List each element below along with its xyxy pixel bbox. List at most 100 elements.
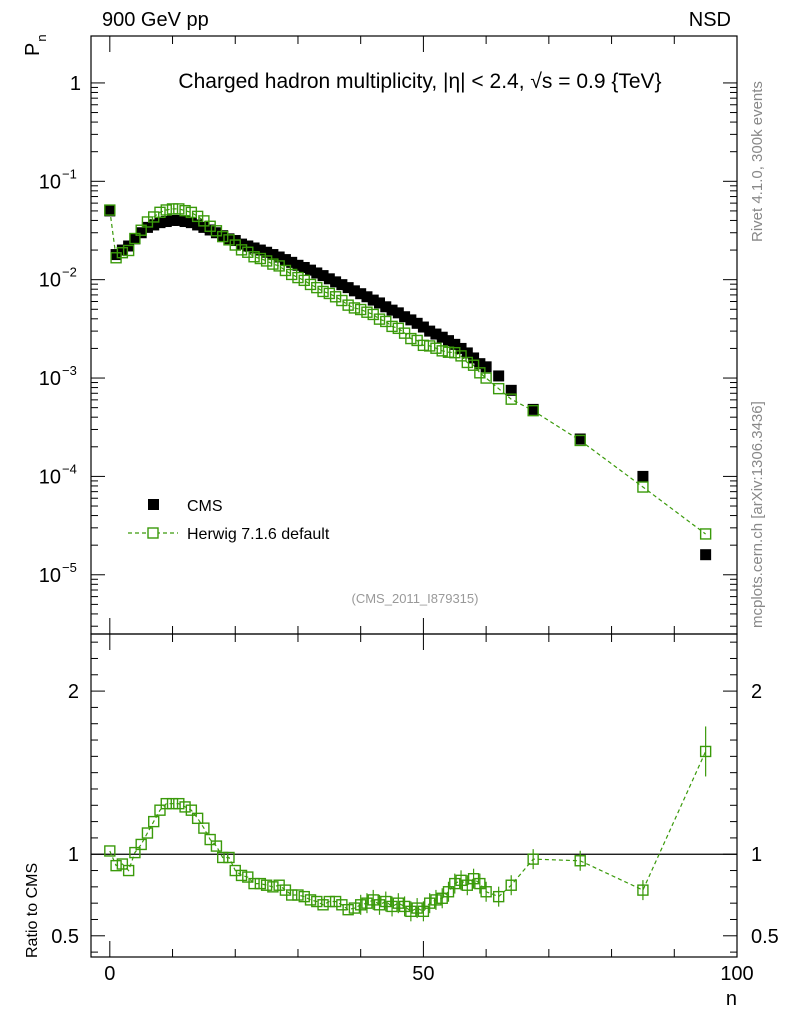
cms-point — [367, 294, 379, 306]
y-axis-label: Pn — [22, 34, 49, 56]
herwig-line — [109, 208, 706, 535]
cms-point — [449, 338, 461, 350]
herwig-point — [235, 244, 248, 256]
herwig-ratio-point — [430, 894, 442, 906]
cms-point — [261, 246, 273, 258]
herwig-ratio-point — [317, 899, 329, 911]
herwig-point — [116, 247, 129, 259]
cms-point — [442, 335, 454, 347]
herwig-point — [492, 382, 505, 395]
cms-point — [198, 221, 210, 233]
legend-label-herwig: Herwig 7.1.6 default — [187, 526, 330, 543]
herwig-point — [311, 281, 323, 294]
herwig-ratio-point — [311, 895, 323, 908]
herwig-ratio-point — [204, 833, 216, 846]
cms-point — [305, 264, 317, 276]
herwig-ratio-point — [392, 897, 405, 909]
legend-marker-herwig — [147, 527, 159, 539]
y-tick-exponent: −5 — [62, 560, 77, 575]
herwig-ratio-point — [173, 797, 185, 810]
cms-point — [361, 291, 373, 303]
herwig-ratio-point — [323, 895, 336, 908]
cms-point — [386, 304, 398, 316]
y-tick-exponent: −1 — [62, 166, 77, 181]
herwig-point — [160, 204, 172, 216]
cms-point — [298, 261, 310, 273]
main-series-layer — [104, 203, 712, 561]
herwig-point — [104, 204, 116, 216]
herwig-point — [217, 230, 229, 243]
cms-point — [292, 259, 304, 271]
cms-point — [411, 317, 423, 329]
cms-point — [342, 282, 354, 294]
y-tick-label: 10 — [39, 565, 61, 587]
herwig-point — [342, 299, 354, 311]
herwig-ratio-point — [104, 845, 116, 857]
cms-point — [430, 328, 442, 340]
cms-point — [217, 230, 229, 242]
x-tick-label: 100 — [720, 963, 753, 985]
cms-point — [154, 217, 166, 229]
herwig-ratio-point — [198, 822, 210, 834]
cms-point — [417, 321, 429, 333]
herwig-point — [173, 203, 185, 215]
y-tick-exponent: −3 — [62, 363, 77, 378]
herwig-ratio-point — [474, 877, 486, 890]
herwig-point — [461, 356, 474, 369]
cms-point — [405, 314, 417, 326]
herwig-ratio-point — [166, 797, 179, 810]
herwig-ratio-point — [480, 886, 492, 898]
herwig-ratio-point — [574, 855, 586, 867]
cms-point — [210, 227, 222, 239]
herwig-ratio-point — [417, 905, 430, 918]
herwig-ratio-point — [386, 900, 398, 913]
x-tick-label: 0 — [104, 963, 115, 985]
herwig-point — [122, 244, 135, 257]
herwig-point — [373, 313, 386, 325]
cms-point — [160, 216, 172, 228]
y-tick-exponent: −4 — [62, 461, 77, 476]
herwig-ratio-point — [122, 864, 135, 877]
cms-point — [480, 361, 492, 373]
herwig-ratio-point — [348, 902, 361, 914]
cms-point — [116, 244, 128, 256]
herwig-ratio-point — [179, 801, 191, 813]
cms-point — [380, 301, 392, 313]
cms-point — [242, 240, 254, 252]
herwig-ratio-point — [110, 859, 122, 872]
herwig-ratio-point — [699, 745, 712, 758]
cms-point — [700, 549, 712, 561]
cms-point — [574, 433, 586, 445]
herwig-ratio-point — [141, 827, 154, 839]
header-right-label: NSD — [689, 9, 731, 31]
herwig-ratio-point — [129, 846, 141, 859]
cms-point — [179, 216, 191, 228]
cms-point — [330, 276, 342, 288]
cms-point — [273, 251, 285, 263]
herwig-ratio-point — [285, 889, 298, 901]
herwig-ratio-point — [292, 889, 304, 901]
cms-point — [399, 311, 411, 323]
cms-point — [267, 249, 279, 261]
herwig-point — [417, 339, 430, 352]
herwig-point — [505, 393, 517, 405]
herwig-ratio-point — [191, 812, 204, 825]
cms-point — [436, 331, 448, 343]
herwig-ratio-point — [361, 897, 373, 909]
cms-point — [505, 384, 517, 396]
herwig-point — [386, 320, 398, 333]
y-tick-label: 10 — [39, 368, 61, 390]
y-tick-label: 1 — [70, 73, 81, 95]
ratio-tick-label-right: 0.5 — [751, 926, 779, 948]
herwig-ratio-point — [267, 881, 279, 893]
legend-label-cms: CMS — [187, 498, 223, 515]
herwig-point — [210, 225, 223, 237]
ratio-y-axis-ticks: 2 2 1 1 0.5 0.5 — [51, 641, 779, 953]
ratio-tick-label-right: 2 — [751, 681, 762, 703]
herwig-ratio-point — [135, 838, 147, 851]
x-tick-label: 50 — [412, 963, 434, 985]
herwig-ratio-point — [148, 815, 160, 828]
ratio-y-axis-label: Ratio to CMS — [24, 863, 41, 958]
cms-point — [474, 358, 486, 370]
herwig-point — [348, 302, 361, 314]
